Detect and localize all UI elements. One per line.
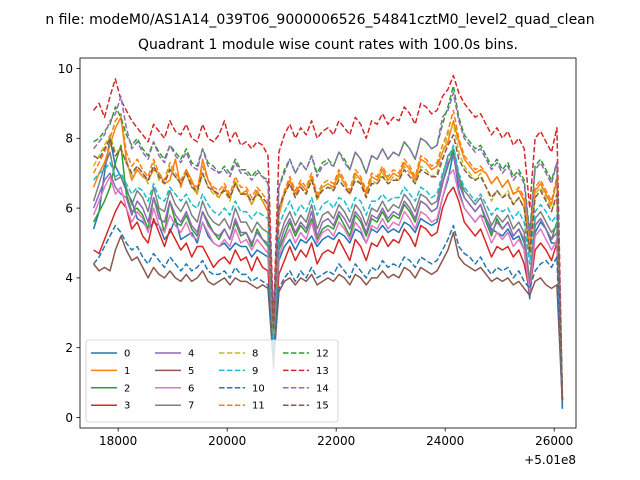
legend-label-9: 9 — [252, 366, 258, 377]
y-tick-label: 8 — [65, 132, 73, 146]
x-tick-label: 20000 — [208, 434, 246, 448]
series-line-14 — [93, 92, 564, 401]
series-line-2 — [92, 144, 564, 404]
y-tick-label: 2 — [65, 341, 73, 355]
legend-label-3: 3 — [124, 401, 130, 412]
legend-label-13: 13 — [316, 366, 329, 377]
y-tick-label: 0 — [65, 411, 73, 425]
legend-label-6: 6 — [188, 383, 194, 394]
series-line-8 — [92, 123, 564, 397]
legend-label-7: 7 — [188, 401, 194, 412]
legend-label-11: 11 — [252, 401, 265, 412]
series-line-13 — [93, 74, 564, 397]
y-tick-label: 6 — [65, 201, 73, 215]
legend-label-8: 8 — [252, 349, 258, 360]
legend-label-0: 0 — [124, 349, 130, 360]
legend-label-14: 14 — [316, 383, 329, 394]
series-line-15 — [93, 134, 564, 401]
series-lines — [92, 74, 564, 409]
chart-title: Quadrant 1 module wise count rates with … — [138, 37, 518, 53]
legend-label-12: 12 — [316, 349, 329, 360]
series-line-3 — [93, 186, 564, 401]
legend-label-4: 4 — [188, 349, 194, 360]
series-line-11 — [92, 109, 564, 401]
y-tick-label: 10 — [58, 62, 73, 76]
x-tick-label: 22000 — [317, 434, 355, 448]
figure-suptitle: n file: modeM0/AS1A14_039T06_9000006526_… — [45, 12, 594, 28]
y-tick-label: 4 — [65, 271, 73, 285]
plot-area: 18000 20000 22000 24000 26000 0 2 4 6 8 10 +5.01e8 0… — [58, 57, 577, 467]
series-line-7 — [92, 148, 564, 401]
series-line-10 — [93, 224, 564, 408]
legend-label-15: 15 — [316, 401, 329, 412]
legend-label-10: 10 — [252, 383, 265, 394]
series-line-5 — [93, 231, 564, 404]
legend-box — [85, 339, 339, 423]
x-offset-label: +5.01e8 — [524, 453, 576, 467]
legend-label-2: 2 — [124, 383, 130, 394]
series-line-6 — [92, 168, 564, 401]
x-tick-label: 18000 — [99, 434, 137, 448]
x-tick-label: 24000 — [426, 434, 464, 448]
series-line-9 — [93, 144, 564, 401]
axes-frame — [79, 57, 577, 429]
series-line-4 — [92, 154, 564, 401]
x-tick-label: 26000 — [535, 434, 573, 448]
legend-label-1: 1 — [124, 366, 130, 377]
legend-label-5: 5 — [188, 366, 194, 377]
